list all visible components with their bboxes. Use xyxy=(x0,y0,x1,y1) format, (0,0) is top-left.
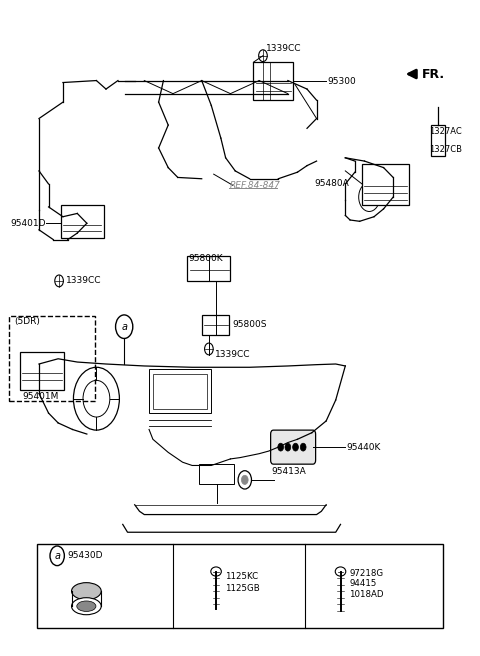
Text: 1339CC: 1339CC xyxy=(215,350,251,359)
Bar xyxy=(187,256,230,281)
Text: REF.84-847: REF.84-847 xyxy=(229,181,280,190)
Text: 1125GB: 1125GB xyxy=(225,584,259,593)
Ellipse shape xyxy=(335,567,346,576)
Text: 1125KC: 1125KC xyxy=(225,572,258,581)
Text: 95440K: 95440K xyxy=(346,443,381,451)
Bar xyxy=(253,62,293,100)
Circle shape xyxy=(241,476,248,484)
Text: a: a xyxy=(121,321,127,332)
Bar xyxy=(60,205,104,237)
Bar xyxy=(36,544,444,628)
Bar xyxy=(149,369,211,413)
Text: 1327AC: 1327AC xyxy=(430,127,462,136)
Text: 95430D: 95430D xyxy=(68,551,103,560)
Bar xyxy=(199,464,234,483)
Text: 1327CB: 1327CB xyxy=(430,146,463,154)
Text: 95800K: 95800K xyxy=(188,253,223,262)
Text: (5DR): (5DR) xyxy=(14,317,40,326)
Text: 95413A: 95413A xyxy=(272,467,306,476)
FancyBboxPatch shape xyxy=(271,430,316,464)
Text: 95800S: 95800S xyxy=(232,320,267,329)
Ellipse shape xyxy=(211,567,221,576)
Text: 95401D: 95401D xyxy=(10,218,46,228)
Text: 1339CC: 1339CC xyxy=(66,276,101,285)
Ellipse shape xyxy=(72,598,101,615)
Text: a: a xyxy=(54,551,60,561)
Circle shape xyxy=(278,443,284,451)
Circle shape xyxy=(293,443,299,451)
Bar xyxy=(432,125,445,157)
Text: 95480A: 95480A xyxy=(315,180,349,188)
Ellipse shape xyxy=(77,601,96,611)
Circle shape xyxy=(285,443,291,451)
Text: 94415: 94415 xyxy=(349,579,376,588)
Text: 1339CC: 1339CC xyxy=(266,44,302,53)
Text: FR.: FR. xyxy=(422,68,445,81)
FancyBboxPatch shape xyxy=(9,316,96,401)
Text: 95300: 95300 xyxy=(327,77,356,86)
Text: 1018AD: 1018AD xyxy=(349,590,384,599)
Circle shape xyxy=(300,443,306,451)
Text: 97218G: 97218G xyxy=(349,569,383,578)
Ellipse shape xyxy=(72,583,101,600)
Bar xyxy=(362,164,409,205)
Text: 95401M: 95401M xyxy=(22,392,59,401)
Bar xyxy=(20,352,64,390)
Bar xyxy=(202,315,229,335)
Bar xyxy=(153,374,207,409)
